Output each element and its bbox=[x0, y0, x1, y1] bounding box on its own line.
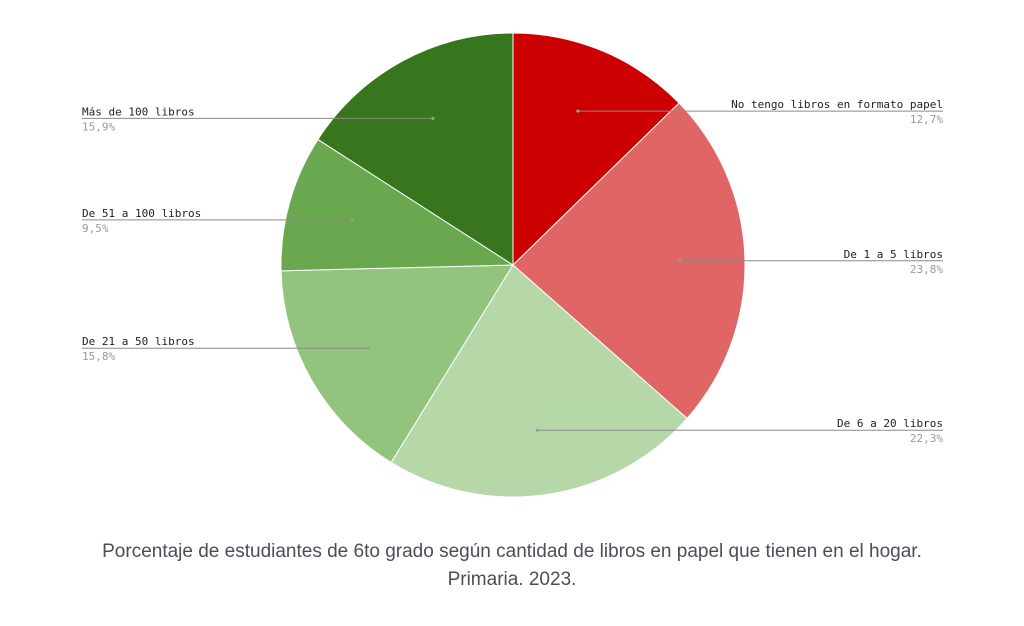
slice-label-4: De 51 a 100 libros bbox=[82, 207, 201, 220]
slice-value-4: 9,5% bbox=[82, 222, 109, 235]
leader-dot-5 bbox=[431, 116, 435, 120]
pie-labels: No tengo libros en formato papel 12,7% De … bbox=[82, 98, 943, 445]
pie-slice-2 bbox=[390, 264, 688, 498]
slice-label-1: De 1 a 5 libros bbox=[844, 248, 943, 261]
pie-leaders bbox=[82, 109, 943, 432]
leader-dot-1 bbox=[678, 259, 682, 263]
slice-value-2: 22,3% bbox=[910, 432, 943, 445]
pie-slice-0 bbox=[512, 32, 680, 267]
leader-dot-0 bbox=[576, 109, 580, 113]
pie-slice-4 bbox=[280, 138, 515, 272]
pie-slice-1 bbox=[512, 102, 746, 420]
leader-dot-4 bbox=[350, 218, 354, 222]
slice-label-5: Más de 100 libros bbox=[82, 105, 195, 118]
pie-slice-3 bbox=[280, 264, 514, 464]
slice-label-3: De 21 a 50 libros bbox=[82, 335, 195, 348]
chart-caption: Porcentaje de estudiantes de 6to grado s… bbox=[102, 541, 922, 590]
leader-dot-2 bbox=[535, 428, 540, 432]
slice-value-1: 23,8% bbox=[910, 263, 943, 276]
slice-label-2: De 6 a 20 libros bbox=[837, 417, 943, 430]
slice-value-0: 12,7% bbox=[910, 113, 943, 126]
pie-slice-5 bbox=[317, 32, 514, 266]
pie-chart: No tengo libros en formato papel 12,7% De … bbox=[82, 32, 943, 498]
leader-dot-3 bbox=[366, 346, 370, 350]
slice-label-0: No tengo libros en formato papel bbox=[731, 98, 943, 111]
slice-value-5: 15,9% bbox=[82, 120, 115, 133]
slice-value-3: 15,8% bbox=[82, 350, 115, 363]
pie-chart-svg: No tengo libros en formato papel 12,7% De … bbox=[82, 32, 943, 498]
pie-slices bbox=[280, 32, 746, 498]
